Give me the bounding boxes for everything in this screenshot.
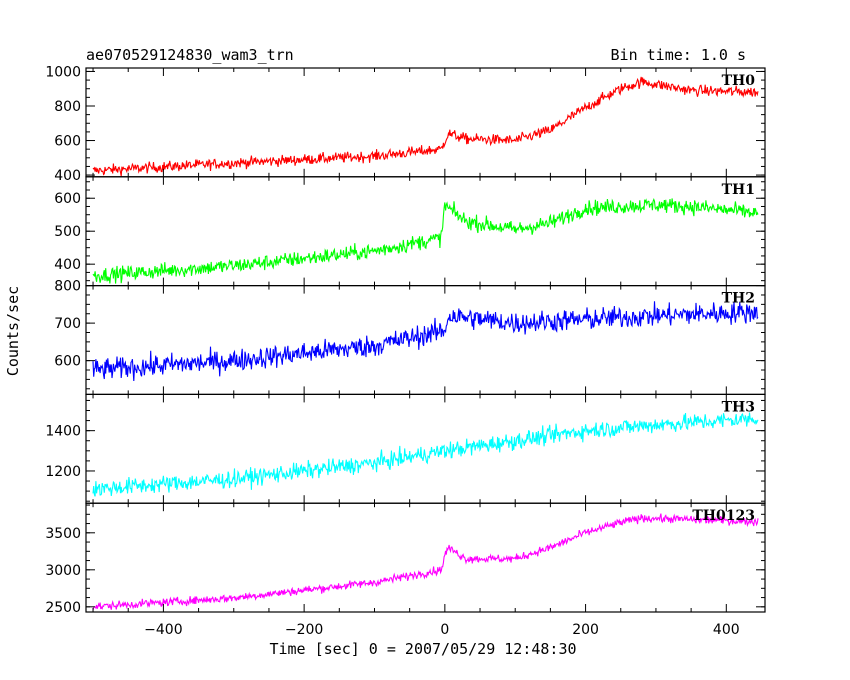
series-th0123 (92, 513, 759, 611)
series-th1 (92, 198, 759, 284)
panel-th2: 600 700 800 TH2 (54, 279, 766, 396)
y-tick-label: 400 (54, 257, 81, 273)
y-tick-label: 800 (54, 279, 81, 295)
series-th3 (92, 412, 759, 497)
panel-th1: 400 500 600 TH1 (54, 176, 766, 287)
y-tick-label: 500 (54, 224, 81, 240)
panel-th0123: 2500 3000 3500 TH0123 (45, 502, 766, 616)
series-th0 (92, 76, 759, 177)
panels-group: 400 600 800 1000 TH0 400 500 600 TH1 600 700 800 TH2… (45, 64, 766, 638)
y-tick-label: 700 (54, 316, 81, 332)
x-tick-label: −400 (144, 622, 182, 638)
y-tick-label: 600 (54, 191, 81, 207)
y-tick-label: 3000 (45, 563, 81, 579)
x-tick-label: 200 (572, 622, 599, 638)
panel-label-th1: TH1 (722, 182, 755, 198)
x-tick-label: −200 (285, 622, 323, 638)
panel-label-th2: TH2 (722, 291, 755, 307)
bin-time-label: Bin time: 1.0 s (611, 46, 746, 64)
y-tick-label: 400 (54, 168, 81, 184)
panel-th3: 1200 1400 TH3 (45, 393, 766, 504)
y-tick-label: 600 (54, 134, 81, 150)
panel-label-th3: TH3 (722, 399, 755, 415)
y-tick-label: 600 (54, 354, 81, 370)
x-tick-label: 0 (440, 622, 449, 638)
figure-title: ae070529124830_wam3_trn (86, 46, 294, 64)
panel-th0: 400 600 800 1000 TH0 (45, 64, 766, 184)
y-tick-label: 1400 (45, 424, 81, 440)
y-tick-label: 1000 (45, 64, 81, 80)
series-th2 (92, 301, 759, 382)
panel-label-th0123: TH0123 (692, 508, 755, 524)
y-tick-label: 1200 (45, 464, 81, 480)
y-tick-label: 800 (54, 99, 81, 115)
panel-frame (85, 502, 766, 613)
y-tick-label: 2500 (45, 600, 81, 616)
y-tick-label: 3500 (45, 526, 81, 542)
panel-frame (85, 285, 766, 396)
x-axis-label: Time [sec] 0 = 2007/05/29 12:48:30 (269, 640, 576, 658)
y-axis-label: Counts/sec (4, 286, 22, 376)
x-tick-label: 400 (713, 622, 740, 638)
panel-label-th0: TH0 (722, 73, 756, 89)
